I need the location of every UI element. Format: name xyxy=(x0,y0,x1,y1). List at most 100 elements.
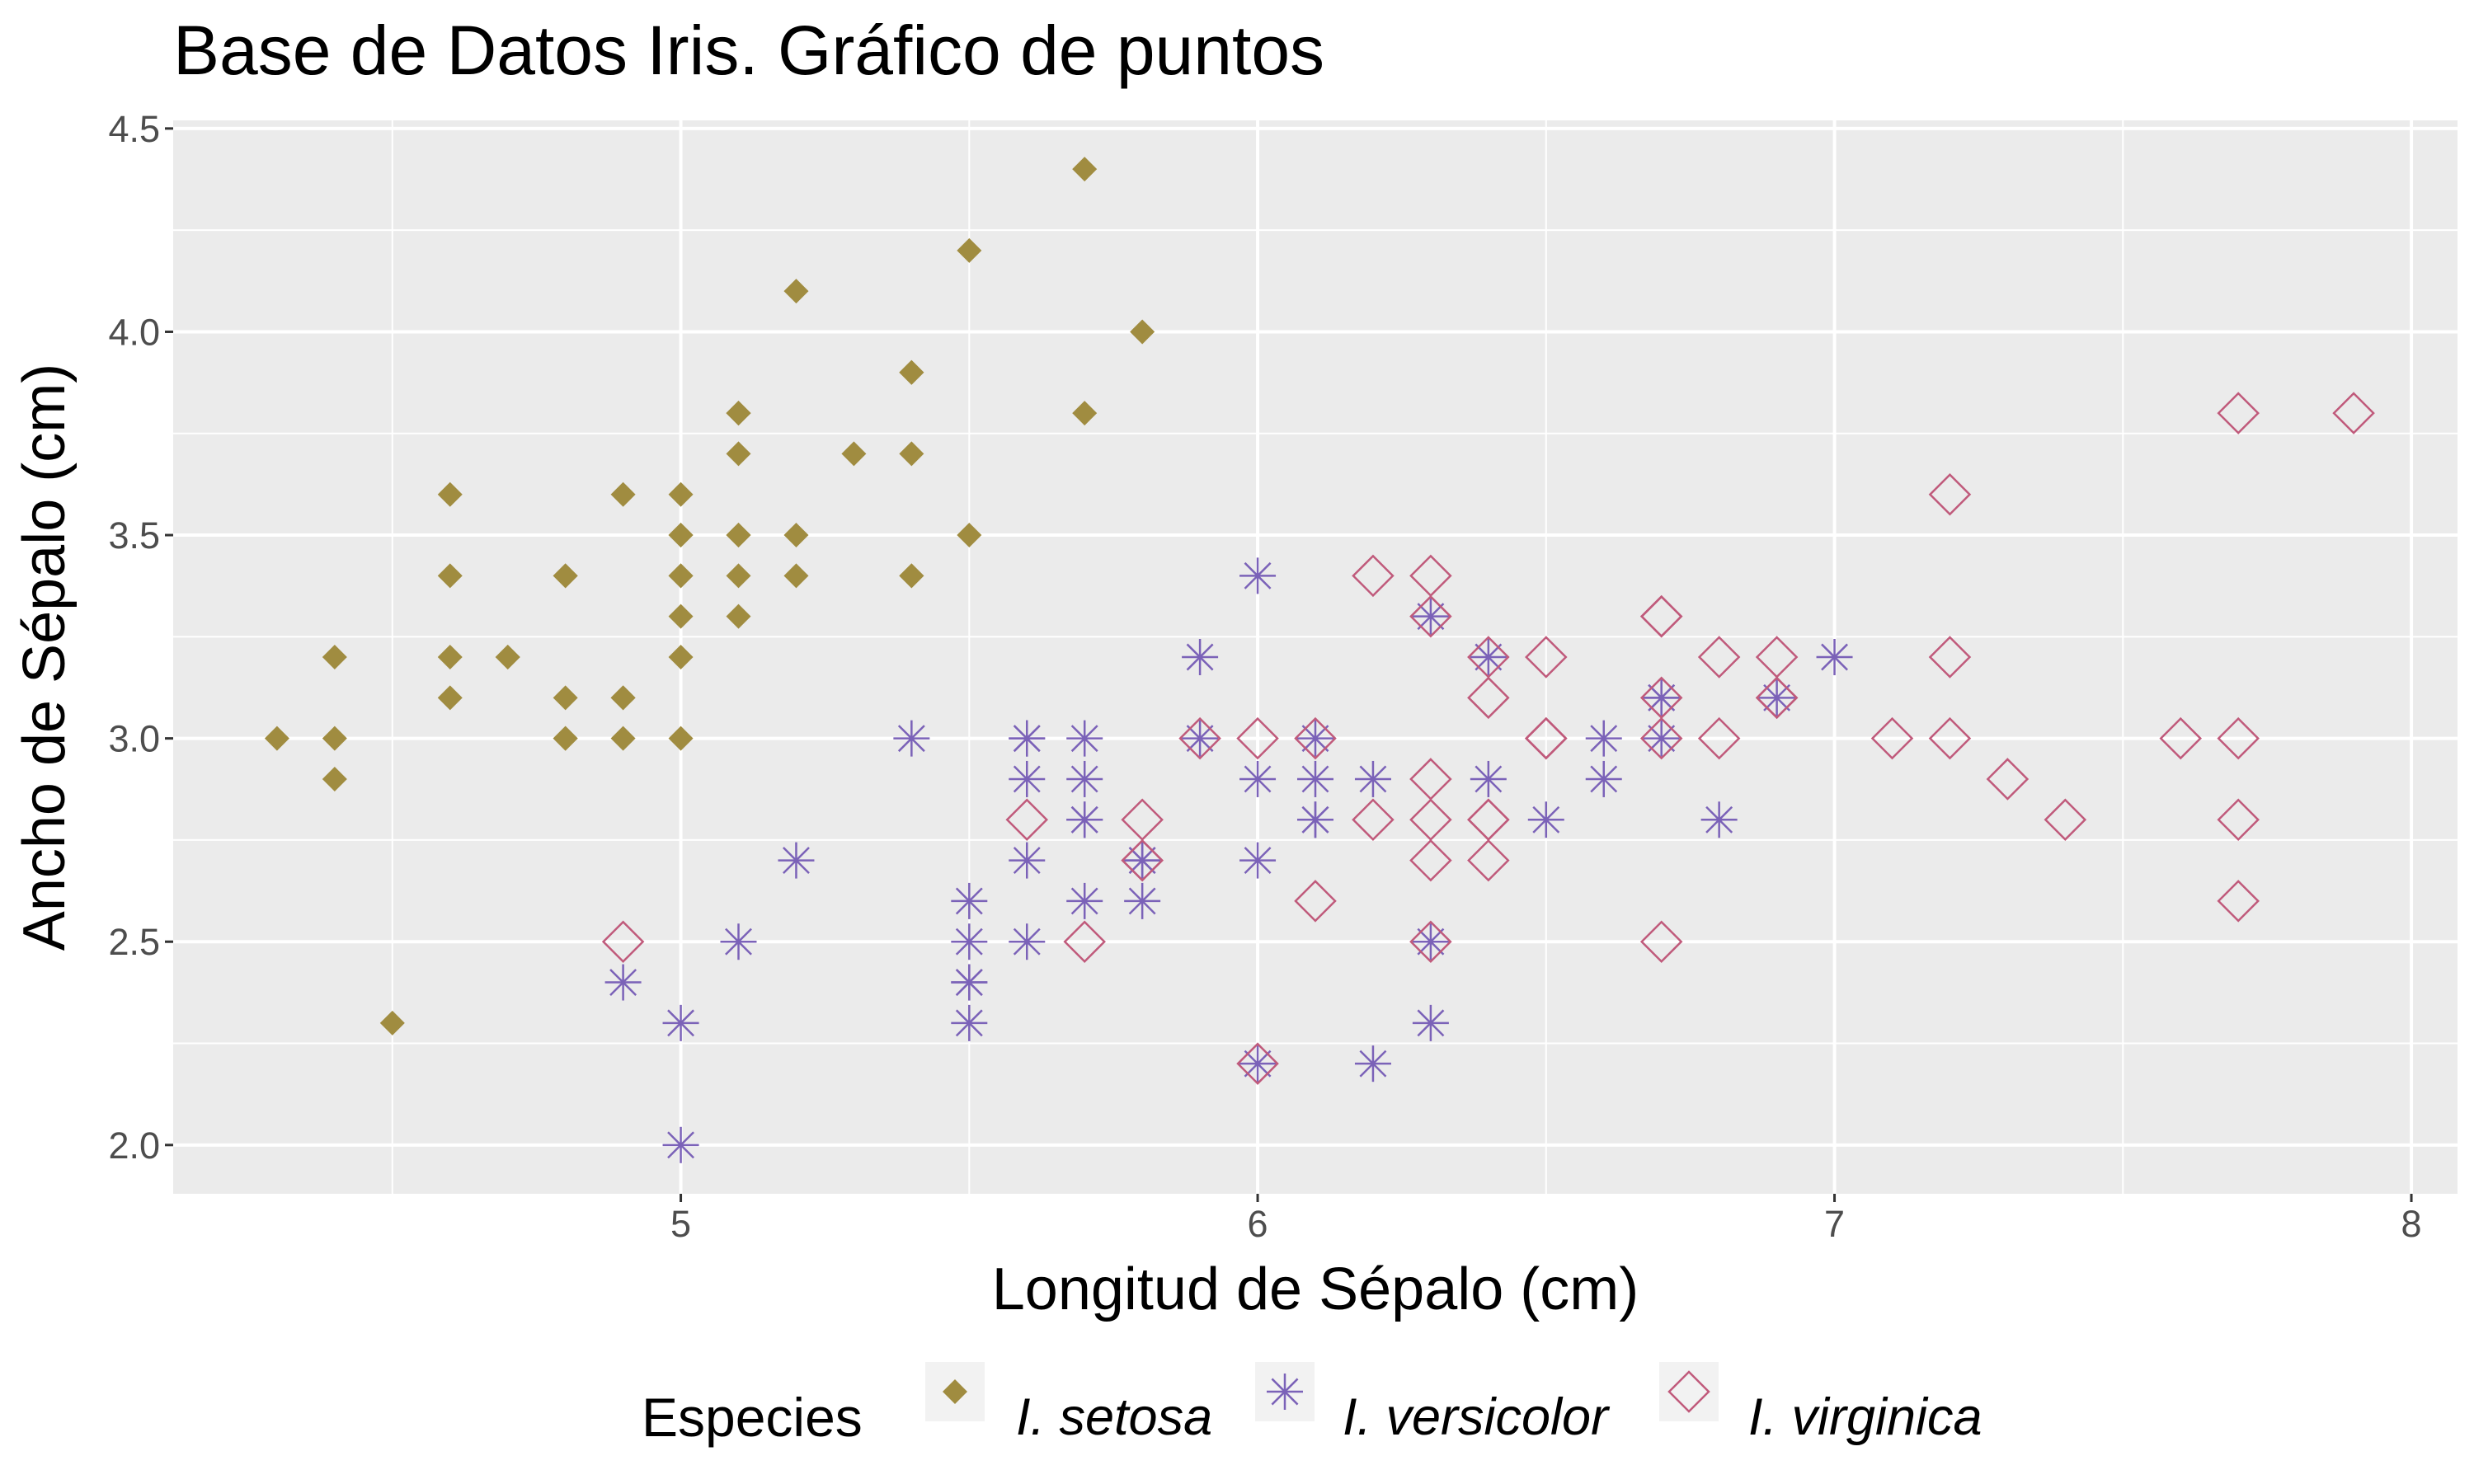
data-point xyxy=(1239,1045,1277,1082)
data-point-stroke xyxy=(1070,765,1098,793)
data-point xyxy=(1467,838,1510,882)
data-point-stroke xyxy=(955,928,983,956)
data-point xyxy=(1870,716,1914,760)
data-point xyxy=(783,279,809,304)
chart-title: Base de Datos Iris. Gráfico de puntos xyxy=(173,12,1324,89)
data-point-stroke xyxy=(1648,725,1676,753)
legend-title: Especies xyxy=(642,1387,863,1448)
data-point-stroke xyxy=(1475,643,1503,671)
data-point xyxy=(668,563,694,589)
data-point xyxy=(1409,798,1452,842)
data-point xyxy=(951,923,988,960)
data-point xyxy=(1525,636,1568,679)
data-point xyxy=(1409,838,1452,882)
data-point xyxy=(1239,842,1277,879)
legend-marker xyxy=(1267,1374,1303,1410)
data-point xyxy=(2217,392,2260,434)
data-point xyxy=(778,842,815,879)
data-point xyxy=(1124,842,1161,879)
data-point xyxy=(1354,760,1391,797)
data-point-stroke xyxy=(1244,847,1272,875)
x-tick-label: 5 xyxy=(670,1203,691,1245)
data-point-stroke xyxy=(1244,1050,1272,1078)
data-point xyxy=(783,523,809,548)
data-point xyxy=(1005,798,1049,842)
data-point xyxy=(893,720,930,757)
data-point xyxy=(899,441,924,467)
data-point xyxy=(668,603,694,629)
data-point-stroke xyxy=(1186,643,1214,671)
data-point xyxy=(2332,392,2375,434)
data-point xyxy=(1072,157,1098,182)
data-point-stroke xyxy=(1301,765,1329,793)
data-point-stroke xyxy=(1128,887,1156,915)
legend-label: I. virginica xyxy=(1748,1388,1982,1446)
data-point-stroke xyxy=(1532,805,1560,834)
data-point xyxy=(553,563,578,589)
data-point xyxy=(1352,554,1395,598)
data-point xyxy=(1700,801,1738,838)
series-points xyxy=(601,392,2375,1085)
data-point xyxy=(1009,720,1046,757)
x-tick-label: 6 xyxy=(1248,1203,1268,1245)
data-point xyxy=(1409,554,1452,598)
data-point xyxy=(1409,920,1452,963)
data-point xyxy=(841,441,867,467)
data-point xyxy=(1928,636,1972,679)
data-point xyxy=(1294,716,1337,760)
data-point xyxy=(1639,716,1683,760)
data-point-stroke xyxy=(1013,847,1041,875)
series-points xyxy=(264,157,1155,1036)
data-point xyxy=(1697,636,1741,679)
data-point xyxy=(610,726,636,751)
data-point-stroke xyxy=(1301,805,1329,834)
plot-panel xyxy=(173,120,2458,1194)
data-point xyxy=(726,401,751,426)
data-point xyxy=(437,685,463,711)
y-tick-label: 2.5 xyxy=(108,921,160,963)
data-point xyxy=(1697,716,1741,760)
data-point xyxy=(1928,472,1972,516)
data-point xyxy=(951,1004,988,1041)
data-point xyxy=(1467,798,1510,842)
data-point xyxy=(726,563,751,589)
data-point xyxy=(1470,760,1507,797)
data-point-stroke xyxy=(1013,765,1041,793)
data-point xyxy=(951,882,988,919)
data-point xyxy=(1470,639,1507,675)
data-point-stroke xyxy=(1705,805,1733,834)
data-point xyxy=(1182,639,1219,675)
data-point-stroke xyxy=(1070,805,1098,834)
axis-tick-labels: 5 6 7 8 2.0 2.5 3.0 3.5 4.0 4.5 xyxy=(108,108,2421,1245)
data-point xyxy=(1178,716,1221,760)
data-point xyxy=(1585,760,1622,797)
data-point-stroke xyxy=(1648,683,1676,711)
data-point-stroke xyxy=(1070,887,1098,915)
data-point xyxy=(1986,758,2030,801)
data-point xyxy=(2159,716,2203,760)
data-point xyxy=(1009,760,1046,797)
x-tick-label: 8 xyxy=(2401,1203,2422,1245)
data-point xyxy=(668,523,694,548)
data-point xyxy=(662,1004,699,1041)
data-point xyxy=(899,563,924,589)
data-point-stroke xyxy=(667,1009,694,1037)
data-point xyxy=(662,1126,699,1163)
data-point xyxy=(1066,882,1103,919)
data-point-stroke xyxy=(1244,561,1272,589)
data-point xyxy=(1063,920,1106,963)
data-point xyxy=(2044,798,2087,842)
data-point xyxy=(437,481,463,507)
series-points xyxy=(604,557,1853,1163)
data-point-stroke xyxy=(1590,765,1618,793)
data-point xyxy=(1467,676,1510,720)
data-point xyxy=(899,359,924,385)
data-point-stroke xyxy=(1417,603,1445,631)
data-point xyxy=(1527,801,1564,838)
data-point xyxy=(2217,880,2260,923)
data-point-stroke xyxy=(1013,725,1041,753)
data-point xyxy=(1585,720,1622,757)
data-point xyxy=(437,563,463,589)
data-point xyxy=(553,726,578,751)
axis-ticks xyxy=(165,127,2413,1202)
